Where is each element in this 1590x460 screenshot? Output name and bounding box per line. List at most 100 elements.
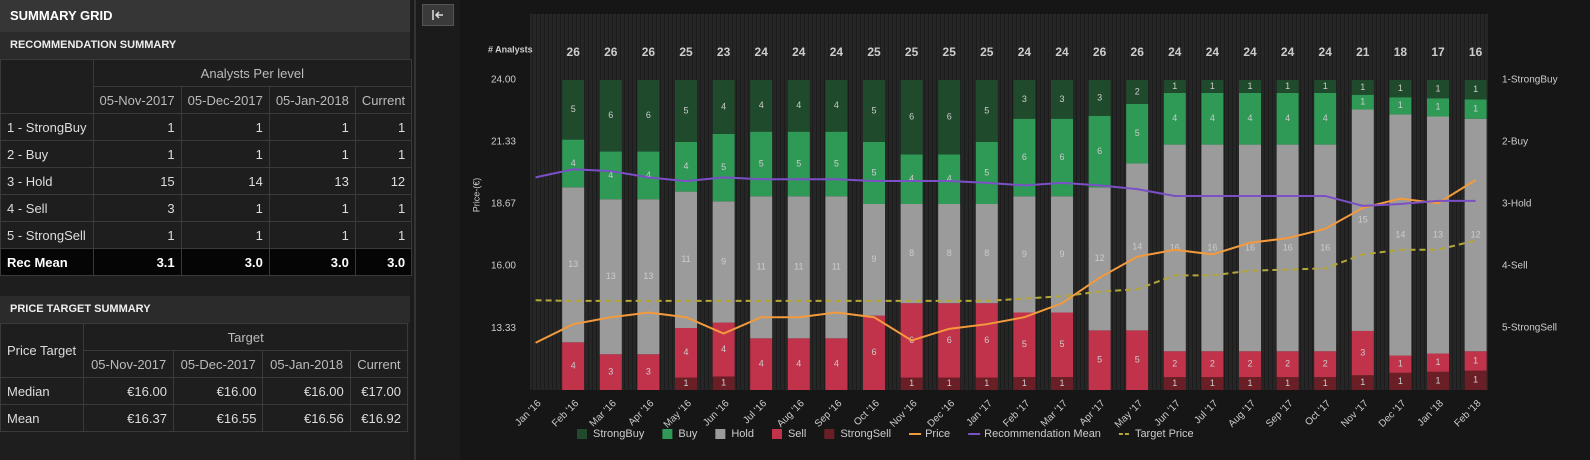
analyst-count: 25	[943, 45, 957, 59]
table-row: Mean €16.37 €16.55 €16.56 €16.92	[0, 404, 409, 432]
bar-segment	[975, 142, 998, 204]
row-label: 5 - StrongSell	[0, 221, 94, 249]
analyst-count: 24	[1055, 45, 1069, 59]
bar-label: 4	[796, 359, 801, 369]
bar-label: 3	[646, 366, 651, 376]
bar-segment	[562, 139, 585, 188]
bar-segment	[787, 80, 810, 132]
cell: 14	[180, 167, 270, 195]
bar-label: 5	[1135, 128, 1140, 138]
bar-segment	[712, 322, 735, 377]
line-series	[535, 168, 1476, 207]
bar-label: 9	[871, 254, 876, 264]
bar-segment	[1013, 196, 1036, 313]
header-row: Price Target Target	[0, 323, 408, 378]
bar-label: 1	[683, 378, 688, 388]
bar-label: 5	[984, 167, 989, 177]
bar-segment	[675, 328, 697, 378]
table-row: 3 - Hold 15 14 13 12	[0, 167, 413, 195]
bar-label: 8	[984, 248, 989, 258]
bar-label: 15	[1358, 215, 1368, 225]
cell: 3.1	[92, 248, 182, 276]
legend-label: Target Price	[1135, 428, 1194, 440]
bar-segment	[1126, 103, 1149, 164]
bar-label: 4	[571, 158, 576, 168]
bar-label: 1	[1323, 378, 1328, 388]
legend-swatch	[662, 429, 673, 439]
bar-label: 3	[608, 366, 613, 376]
table-row: 2 - Buy 1 1 1 1	[0, 140, 413, 168]
bar-segment	[787, 338, 810, 390]
bar-label: 11	[757, 262, 766, 272]
legend-label: Buy	[678, 428, 697, 440]
summary-panel: SUMMARY GRID RECOMMENDATION SUMMARY Anal…	[0, 0, 413, 460]
bar-segment	[1088, 80, 1111, 116]
bar-segment	[1051, 118, 1073, 197]
analyst-count: 17	[1431, 45, 1445, 59]
bar-segment	[1389, 114, 1412, 356]
bar-label: 8	[909, 248, 914, 258]
bar-label: 16	[1170, 242, 1180, 252]
bar-segment	[1201, 80, 1224, 93]
cell: 1	[354, 113, 413, 141]
bar-segment	[1201, 92, 1224, 145]
bar-segment	[637, 199, 660, 355]
bar-label: 6	[1097, 146, 1102, 156]
bar-segment	[1239, 92, 1261, 145]
bar-label: 2	[1210, 359, 1215, 369]
row-label: Rec Mean	[0, 248, 94, 276]
cell: 3.0	[180, 248, 270, 276]
bar-label: 4	[834, 359, 839, 369]
bar-label: 9	[1059, 249, 1064, 259]
analyst-count: 25	[905, 45, 919, 59]
bar-label: 6	[947, 335, 952, 345]
cell: 1	[92, 140, 182, 168]
bar-label: 1	[1473, 103, 1478, 113]
bar-segment	[1201, 377, 1224, 390]
bar-segment	[1351, 109, 1374, 331]
bar-segment	[863, 142, 885, 204]
table-row: 1 - StrongBuy 1 1 1 1	[0, 113, 413, 141]
bar-label: 1	[1285, 378, 1290, 388]
y2-tick-label: 3-Hold	[1502, 199, 1531, 210]
cell: 1	[268, 194, 356, 222]
bar-label: 1	[1247, 378, 1252, 388]
bar-segment	[1464, 351, 1487, 371]
bar-segment	[599, 151, 622, 200]
bar-label: 4	[1285, 113, 1290, 123]
bar-label: 1	[984, 378, 989, 388]
bar-label: 4	[796, 100, 801, 110]
bar-segment	[1013, 80, 1036, 119]
bar-segment	[1276, 377, 1299, 390]
bar-segment	[1351, 80, 1374, 95]
bar-label: 1	[1398, 359, 1403, 369]
bar-label: 4	[834, 100, 839, 110]
cell: €17.00	[349, 377, 409, 405]
bar-segment	[750, 196, 773, 339]
legend-swatch	[771, 429, 782, 439]
bar-label: 6	[871, 347, 876, 357]
analyst-count: 26	[567, 45, 581, 59]
analyst-count: 26	[1131, 45, 1145, 59]
legend-swatch	[577, 429, 587, 439]
cell: 1	[180, 194, 270, 222]
cell: €16.00	[172, 377, 264, 405]
column-header: 05-Jan-2018	[268, 86, 356, 114]
analyst-count: 25	[867, 45, 881, 59]
y2-tick-label: 5-StrongSell	[1502, 323, 1557, 334]
cell: 1	[180, 113, 270, 141]
bar-segment	[1389, 80, 1412, 98]
bar-label: 1	[1398, 100, 1403, 110]
bar-segment	[1088, 187, 1111, 331]
bar-label: 11	[832, 262, 841, 272]
bar-segment	[1126, 163, 1149, 331]
bar-label: 4	[721, 344, 726, 354]
analyst-count: 24	[1206, 45, 1220, 59]
group-header: Analysts Per level	[92, 59, 413, 87]
bar-segment	[1163, 92, 1186, 145]
bar-label: 14	[1132, 241, 1142, 251]
cell: 3.0	[268, 248, 356, 276]
collapse-button[interactable]	[422, 4, 454, 26]
bar-segment	[1314, 80, 1337, 93]
